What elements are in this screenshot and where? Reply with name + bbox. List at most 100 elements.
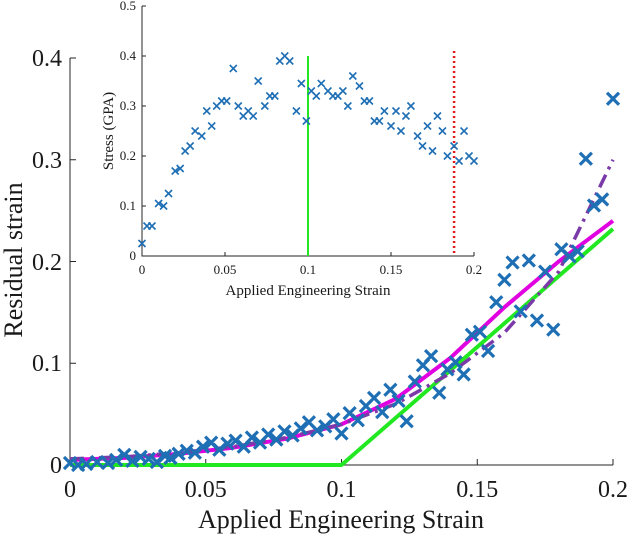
inset-data-point (406, 101, 415, 111)
main-xtick-label: 0.2 (598, 477, 628, 503)
main-data-point (334, 426, 349, 441)
main-data-point (244, 430, 260, 445)
main-data-point (505, 255, 520, 270)
inset-data-point (413, 131, 422, 141)
inset-xtick-label: 0.1 (300, 262, 316, 277)
main-data-point (125, 453, 140, 469)
main-data-point (109, 452, 124, 468)
inset-y-axis-label: Stress (GPA) (101, 92, 117, 170)
inset-tick-labels: 0 0.05 0.1 0.15 0.2 0 0.1 0.2 0.3 0.4 0.… (120, 0, 482, 277)
main-data-point (456, 367, 471, 382)
inset-data-point (450, 141, 459, 151)
inset-data-point (234, 101, 243, 111)
inset-ytick-label: 0 (130, 248, 137, 263)
main-x-axis-label: Applied Engineering Strain (198, 505, 484, 534)
main-data-point (537, 264, 553, 279)
inset-data-point (147, 221, 157, 231)
main-data-point (562, 249, 577, 264)
inset-data-point (229, 64, 238, 73)
main-markers (62, 91, 621, 473)
inset-data-point (191, 126, 200, 136)
inset-data-point (433, 111, 442, 121)
inset-data-point (270, 91, 279, 101)
inset-data-point (254, 76, 263, 86)
main-ytick-label: 0.1 (32, 351, 62, 377)
main-data-point (326, 412, 341, 427)
inset-data-point (171, 166, 180, 176)
inset-plot: 0 0.05 0.1 0.15 0.2 0 0.1 0.2 0.3 0.4 0.… (101, 0, 486, 299)
inset-data-point (222, 96, 231, 106)
inset-ytick-label: 0.3 (120, 98, 136, 113)
inset-data-point (197, 131, 206, 141)
inset-data-point (207, 121, 216, 131)
main-xtick-label: 0.15 (456, 477, 498, 503)
inset-data-point (459, 126, 469, 136)
main-data-point (366, 390, 382, 405)
main-data-point (513, 304, 528, 319)
inset-data-point (338, 86, 347, 96)
main-data-point (100, 455, 116, 471)
main-ytick-label: 0 (50, 453, 62, 479)
inset-data-point (297, 79, 306, 88)
main-ytick-label: 0.2 (32, 250, 62, 276)
inset-data-point (391, 106, 401, 116)
inset-data-point (202, 106, 211, 116)
purple-dashdot-line (69, 158, 615, 461)
inset-data-point (164, 189, 173, 198)
inset-data-point (469, 156, 479, 166)
inset-data-point (159, 201, 168, 211)
main-data-point (546, 322, 561, 337)
inset-data-point (154, 199, 163, 208)
main-data-point (605, 91, 621, 106)
inset-data-point (401, 111, 411, 121)
main-data-point (195, 439, 211, 454)
main-data-point (497, 272, 512, 287)
inset-data-point (285, 56, 294, 66)
main-data-point (472, 324, 488, 339)
main-data-point (489, 295, 504, 310)
main-data-point (432, 385, 447, 400)
inset-xtick-label: 0 (139, 262, 146, 277)
inset-data-point (260, 101, 269, 111)
main-data-point (261, 427, 276, 442)
main-data-point (570, 244, 585, 259)
main-data-point (220, 436, 235, 451)
main-tick-labels: 0 0.05 0.1 0.15 0.2 0 0.1 0.2 0.3 0.4 (32, 46, 628, 503)
inset-data-point (137, 239, 147, 248)
main-data-point (309, 423, 325, 438)
inset-data-point (302, 116, 311, 126)
inset-data-point (380, 106, 389, 116)
main-data-point (464, 327, 479, 342)
main-data-point (171, 446, 186, 461)
inset-data-point (186, 141, 195, 151)
main-y-axis-label: Residual strain (0, 182, 28, 337)
inset-data-point (176, 164, 185, 173)
main-data-point (521, 253, 536, 268)
inset-ytick-label: 0.2 (120, 148, 136, 163)
inset-data-point (355, 81, 364, 91)
inset-data-point (249, 111, 258, 121)
main-data-point (383, 382, 398, 397)
main-data-point (407, 374, 422, 389)
main-xtick-label: 0.1 (327, 477, 357, 503)
main-ytick-label: 0.3 (32, 148, 62, 174)
inset-data-point (375, 116, 384, 126)
inset-ytick-label: 0.5 (120, 0, 136, 13)
inset-data-point (386, 121, 396, 131)
inset-data-point (348, 71, 357, 81)
inset-markers (137, 51, 479, 248)
main-ytick-label: 0.4 (32, 46, 62, 72)
inset-data-point (418, 141, 427, 151)
main-xtick-label: 0 (64, 477, 76, 503)
inset-data-point (292, 106, 301, 116)
main-data-point (480, 343, 496, 359)
inset-data-point (423, 121, 432, 131)
main-data-point (163, 450, 178, 466)
inset-data-point (428, 146, 437, 156)
main-data-point (423, 348, 439, 364)
inset-data-point (343, 101, 352, 111)
main-data-point (375, 404, 390, 420)
inset-ytick-label: 0.1 (120, 198, 136, 213)
main-data-point (391, 393, 406, 409)
